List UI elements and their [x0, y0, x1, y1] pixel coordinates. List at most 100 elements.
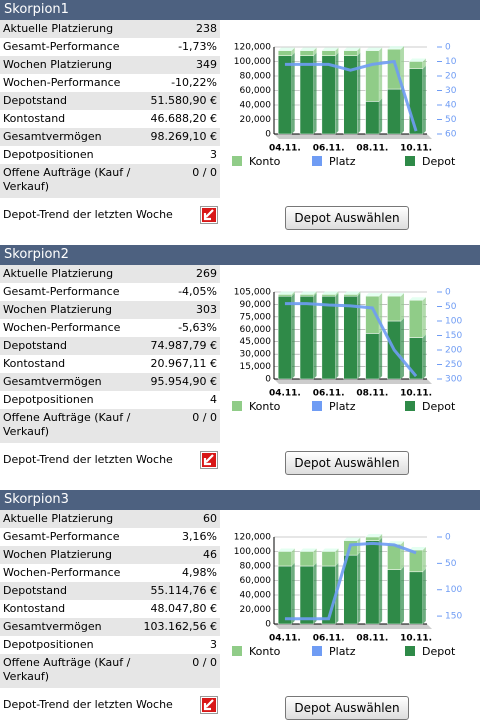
select-button[interactable]: Depot Auswählen: [285, 696, 409, 720]
row-value: 3: [210, 148, 217, 161]
bar: [299, 294, 314, 297]
info-row: Depotpositionen 3: [0, 146, 220, 164]
row-value: 3: [210, 638, 217, 651]
trend-label: Depot-Trend der letzten Woche: [3, 453, 173, 466]
chart: 0 20,000 40,000 60,000 80,000 100,000 120,000 0…: [232, 43, 457, 168]
bar-side: [400, 46, 404, 90]
info-row: Gesamt-Performance 3,16%: [0, 528, 220, 546]
y-tick-label: 45,000: [240, 337, 272, 347]
row-label: Wochen Platzierung: [3, 548, 113, 561]
select-button[interactable]: Depot Auswählen: [285, 451, 409, 475]
bar-side: [422, 568, 426, 624]
y2-tick-label: 50: [445, 115, 457, 125]
bar-side: [313, 548, 317, 566]
row-label: Aktuelle Platzierung: [3, 267, 114, 280]
bar: [277, 294, 292, 297]
row-label: Wochen-Performance: [3, 76, 121, 89]
bar-top: [278, 548, 295, 552]
bar-top: [300, 291, 317, 295]
y2-tick-label: 100: [445, 317, 462, 327]
bar-top: [278, 291, 295, 295]
row-value: -10,22%: [171, 76, 217, 89]
bar-side: [422, 58, 426, 69]
x-tick-label: 06.11.: [313, 634, 345, 644]
bar-side: [357, 52, 361, 135]
row-value: 0 / 0: [192, 656, 217, 669]
row-label: Depotpositionen: [3, 638, 94, 651]
bar: [321, 295, 336, 380]
info-row: Depotpositionen 3: [0, 636, 220, 654]
info-row: Offene Aufträge (Kauf / Verkauf) 0 / 0: [0, 164, 220, 198]
row-label: Depotstand: [3, 584, 68, 597]
depot-panel: Skorpion1 Aktuelle Platzierung 238 Gesamt-P…: [0, 0, 480, 240]
y2-tick-label: 0: [445, 533, 451, 543]
row-value: 55.114,76 €: [150, 584, 217, 597]
bar-side: [400, 86, 404, 134]
row-value: 95.954,90 €: [150, 375, 217, 388]
bar-side: [335, 291, 339, 297]
row-value: 0 / 0: [192, 166, 217, 179]
legend-label: Platz: [329, 645, 356, 658]
row-label: Gesamtvermögen: [3, 130, 102, 143]
row-value: 269: [196, 267, 217, 280]
y2-tick-label: 30: [445, 86, 457, 96]
y-tick-label: 40,000: [240, 591, 272, 601]
bar-side: [357, 293, 361, 379]
bar: [409, 571, 424, 625]
trend-row: Depot-Trend der letzten Woche: [0, 445, 220, 475]
bar-side: [400, 541, 404, 570]
row-value: 60: [203, 512, 217, 525]
bar-side: [313, 47, 317, 56]
x-tick-label: 04.11.: [269, 389, 301, 399]
bar: [387, 88, 402, 135]
bar-top: [321, 47, 339, 51]
bar-top: [409, 58, 426, 62]
row-value: 3,16%: [182, 530, 217, 543]
bar-side: [400, 566, 404, 624]
bar: [343, 50, 358, 56]
icon-arrow: [203, 454, 214, 466]
row-value: 303: [196, 303, 217, 316]
trend-label: Depot-Trend der letzten Woche: [3, 698, 173, 711]
bar: [365, 333, 380, 380]
info-row: Offene Aufträge (Kauf / Verkauf) 0 / 0: [0, 654, 220, 688]
y2-tick-label: 50: [445, 559, 457, 569]
y2-tick-label: 20: [445, 72, 457, 82]
bar-top: [365, 534, 383, 537]
x-tick-label: 08.11.: [356, 144, 388, 154]
icon-arrow: [203, 209, 214, 221]
bar-side: [335, 52, 339, 135]
y-tick-label: 20,000: [240, 115, 272, 125]
y2-tick-label: 150: [445, 612, 462, 622]
bar-top: [365, 47, 383, 51]
legend-label: Konto: [249, 645, 281, 658]
row-value: 74.987,79 €: [150, 339, 217, 352]
bar-side: [291, 291, 295, 297]
bar: [365, 50, 380, 102]
legend-swatch: [405, 156, 415, 166]
x-tick-label: 04.11.: [269, 144, 301, 154]
y-tick-label: 100,000: [234, 547, 271, 557]
bar: [321, 294, 336, 297]
select-button[interactable]: Depot Auswählen: [285, 206, 409, 230]
bar-side: [335, 47, 339, 56]
bar-side: [357, 47, 361, 56]
bar-side: [379, 534, 383, 541]
row-label: Depotpositionen: [3, 148, 94, 161]
bar-side: [422, 297, 426, 338]
bar-top: [387, 46, 404, 50]
row-value: -4,05%: [178, 285, 217, 298]
y2-tick-label: 250: [445, 360, 462, 370]
row-value: 51.580,90 €: [150, 94, 217, 107]
bar: [409, 61, 424, 69]
x-tick-label: 06.11.: [313, 389, 345, 399]
legend-swatch: [232, 646, 242, 656]
info-row: Kontostand 46.688,20 €: [0, 110, 220, 128]
info-row: Depotstand 51.580,90 €: [0, 92, 220, 110]
bar: [365, 101, 380, 135]
bar-top: [343, 47, 361, 51]
x-tick-label: 08.11.: [356, 389, 388, 399]
row-label: Kontostand: [3, 357, 66, 370]
bar-top: [300, 47, 317, 51]
row-label: Wochen-Performance: [3, 321, 121, 334]
